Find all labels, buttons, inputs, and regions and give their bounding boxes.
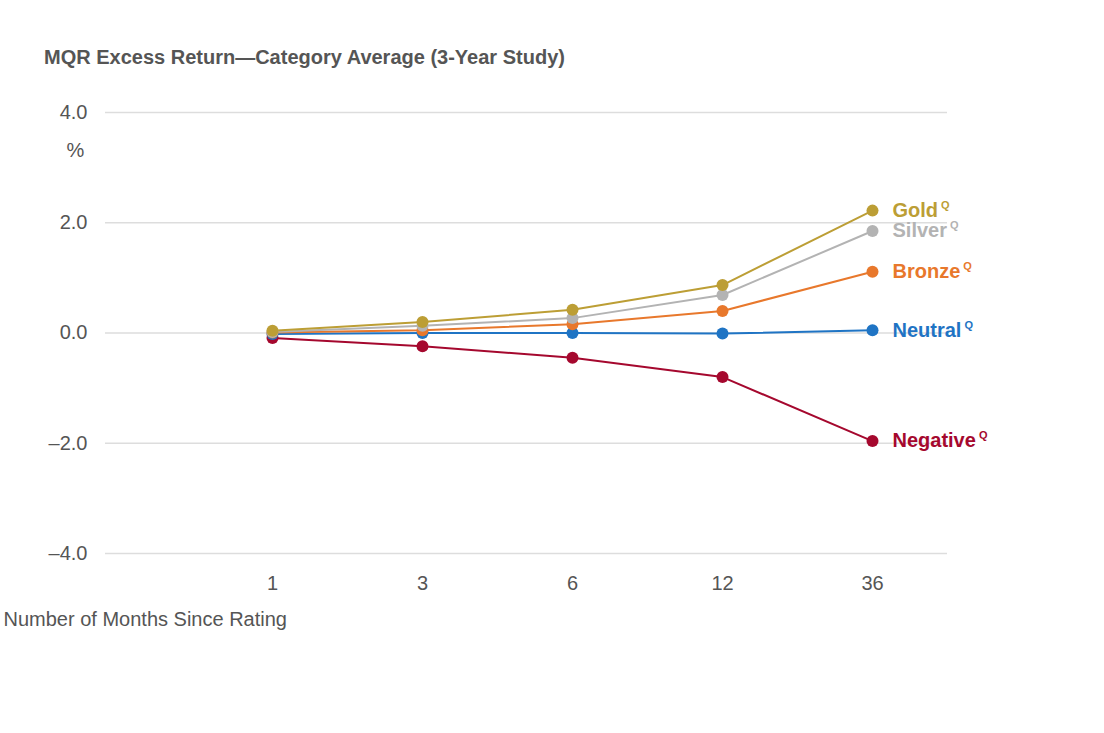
svg-text:36: 36	[861, 572, 883, 594]
svg-text:GoldQ: GoldQ	[893, 199, 951, 221]
svg-text:2.0: 2.0	[60, 211, 88, 233]
svg-text:NegativeQ: NegativeQ	[893, 429, 988, 451]
svg-text:1: 1	[267, 572, 278, 594]
html-text:MQR Excess Return—Category Ave: MQR Excess Return—Category Average (3-Ye…	[44, 46, 565, 68]
svg-text:–2.0: –2.0	[49, 432, 88, 454]
svg-text:4.0: 4.0	[60, 101, 88, 123]
svg-text:6: 6	[567, 572, 578, 594]
svg-text:Number of Months Since Rating: Number of Months Since Rating	[4, 608, 287, 630]
svg-text:0.0: 0.0	[60, 321, 88, 343]
svg-text:–4.0: –4.0	[49, 542, 88, 564]
svg-text:12: 12	[711, 572, 733, 594]
svg-text:%: %	[67, 139, 85, 161]
svg-text:SilverQ: SilverQ	[893, 219, 959, 241]
svg-text:NeutralQ: NeutralQ	[893, 319, 974, 341]
svg-text:3: 3	[417, 572, 428, 594]
svg-text:BronzeQ: BronzeQ	[893, 260, 973, 282]
